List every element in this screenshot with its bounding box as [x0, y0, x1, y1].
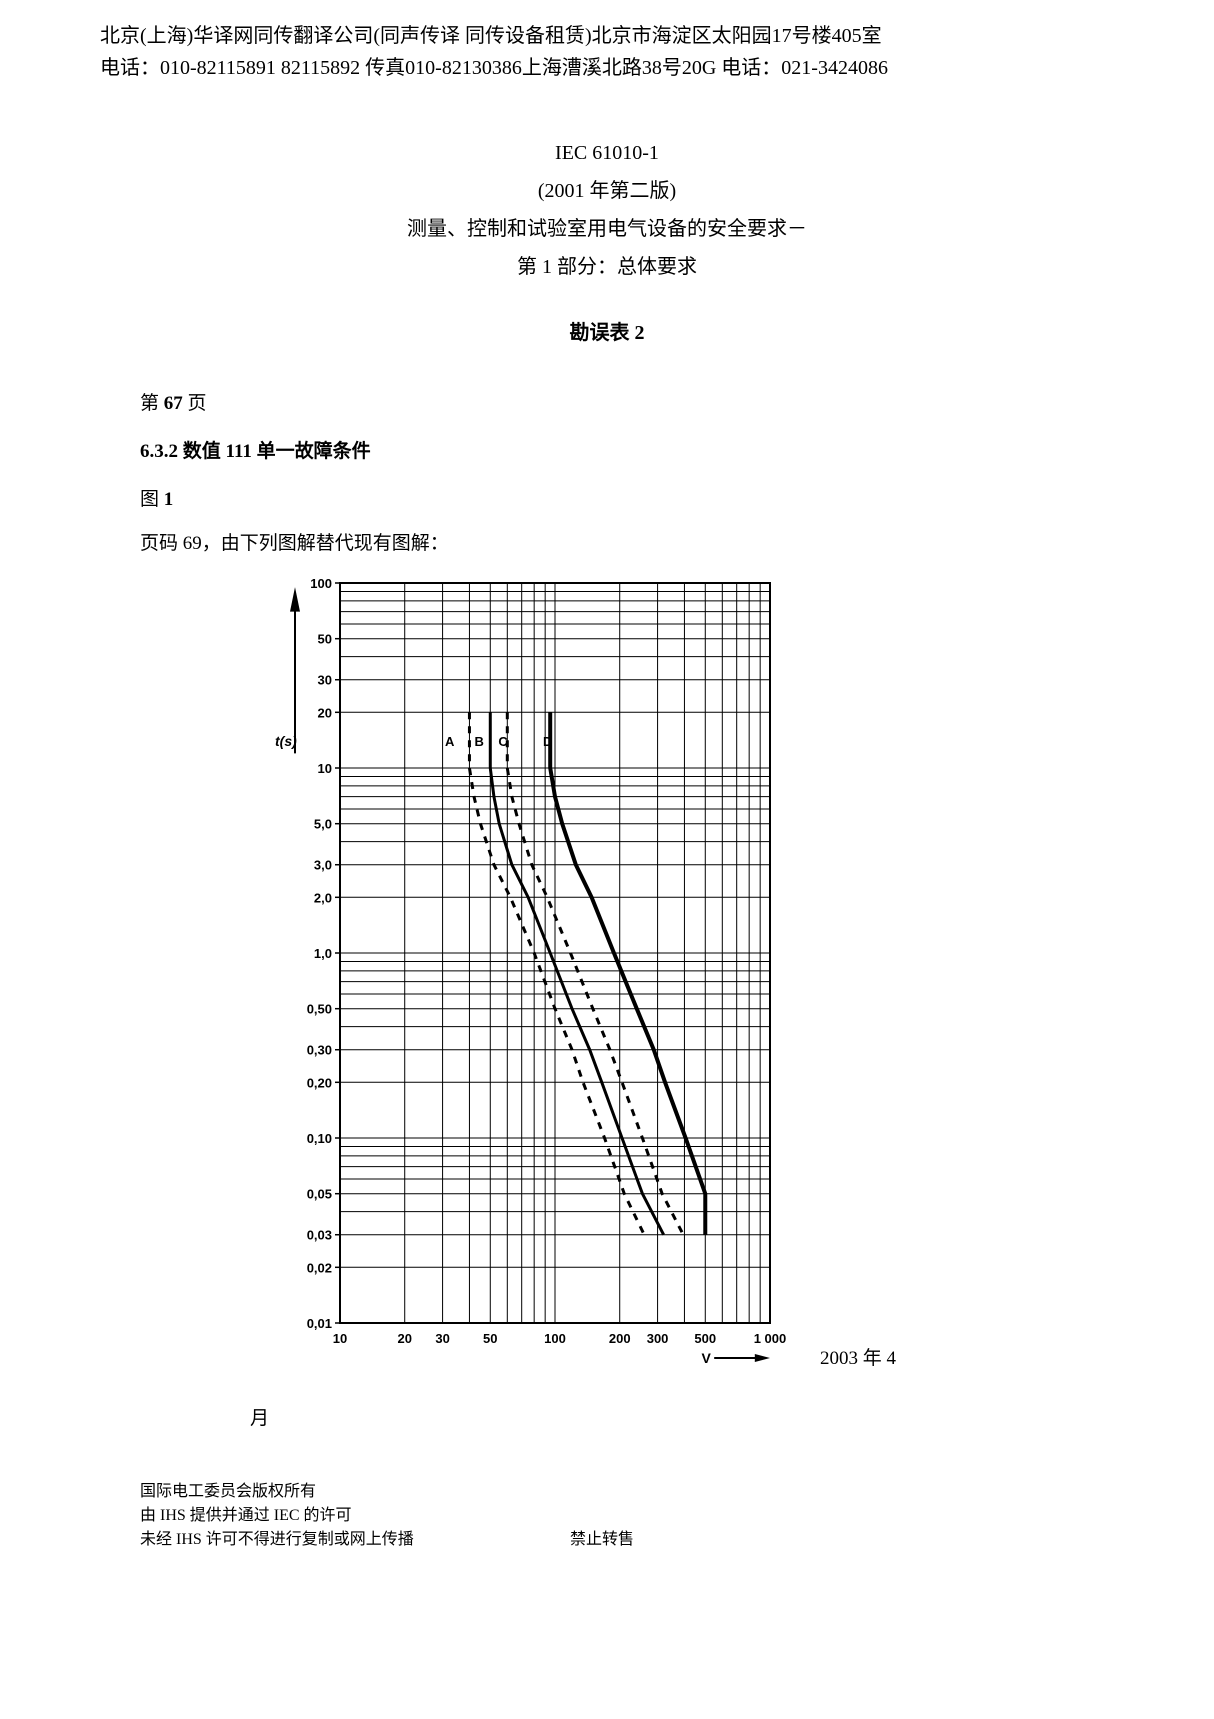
svg-text:0,03: 0,03 — [307, 1228, 332, 1243]
title-part-bold: 第 1 部分：总体要求 — [517, 256, 697, 278]
svg-text:2,0: 2,0 — [314, 890, 332, 905]
body-content: 第 67 页 6.3.2 数值 111 单一故障条件 图 1 页码 69，由下列… — [140, 385, 1114, 563]
svg-text:V: V — [701, 1350, 711, 1366]
svg-text:50: 50 — [483, 1331, 497, 1346]
page-ref: 第 67 页 — [140, 385, 1114, 423]
svg-text:300: 300 — [647, 1331, 669, 1346]
svg-text:30: 30 — [435, 1331, 449, 1346]
title-description-1: 测量、控制和试验室用电气设备的安全要求－ — [100, 210, 1114, 248]
header-line-1: 北京(上海)华译网同传翻译公司(同声传译 同传设备租赁)北京市海淀区太阳园17号… — [100, 20, 1114, 52]
svg-text:500: 500 — [694, 1331, 716, 1346]
svg-text:3,0: 3,0 — [314, 858, 332, 873]
chart-figure: 100 50 30 20 10 5,0 3,0 2,0 1,0 0,50 0,30 0,20 0,10 0… — [250, 573, 790, 1388]
figure-ref: 图 1 — [140, 481, 1114, 519]
svg-text:0,50: 0,50 — [307, 1002, 332, 1017]
title-edition: (2001 年第二版) — [100, 172, 1114, 210]
svg-text:D: D — [543, 734, 552, 749]
svg-text:100: 100 — [310, 576, 332, 591]
svg-text:10: 10 — [333, 1331, 347, 1346]
replacement-instruction: 页码 69，由下列图解替代现有图解： — [140, 525, 1114, 563]
svg-text:1,0: 1,0 — [314, 946, 332, 961]
letterhead: 北京(上海)华译网同传翻译公司(同声传译 同传设备租赁)北京市海淀区太阳园17号… — [100, 20, 1114, 84]
svg-text:0,20: 0,20 — [307, 1075, 332, 1090]
title-standard-number: IEC 61010-1 — [100, 134, 1114, 172]
footer-line-3-right: 禁止转售 — [570, 1528, 634, 1552]
document-page: 北京(上海)华译网同传翻译公司(同声传译 同传设备租赁)北京市海淀区太阳园17号… — [0, 0, 1214, 1592]
title-description-2: 第 1 部分：总体要求 — [100, 248, 1114, 286]
svg-text:100: 100 — [544, 1331, 566, 1346]
header-line-2: 电话：010-82115891 82115892 传真010-82130386上… — [100, 52, 1114, 84]
svg-text:10: 10 — [318, 761, 332, 776]
footer-line-2: 由 IHS 提供并通过 IEC 的许可 — [140, 1504, 1114, 1528]
svg-text:20: 20 — [397, 1331, 411, 1346]
copyright-footer: 国际电工委员会版权所有 由 IHS 提供并通过 IEC 的许可 未经 IHS 许… — [140, 1480, 1114, 1552]
svg-text:0,30: 0,30 — [307, 1043, 332, 1058]
svg-text:t(s): t(s) — [275, 733, 297, 749]
svg-text:30: 30 — [318, 673, 332, 688]
svg-text:A: A — [445, 734, 455, 749]
svg-text:5,0: 5,0 — [314, 817, 332, 832]
footer-line-3-left: 未经 IHS 许可不得进行复制或网上传播 — [140, 1528, 570, 1552]
svg-text:0,02: 0,02 — [307, 1260, 332, 1275]
svg-text:B: B — [474, 734, 483, 749]
publication-date-month: 月 — [250, 1403, 1114, 1430]
section-ref: 6.3.2 数值 111 单一故障条件 — [140, 433, 1114, 471]
svg-text:0,05: 0,05 — [307, 1187, 332, 1202]
svg-text:200: 200 — [609, 1331, 631, 1346]
svg-text:1 000: 1 000 — [754, 1331, 787, 1346]
document-title: IEC 61010-1 (2001 年第二版) 测量、控制和试验室用电气设备的安… — [100, 134, 1114, 286]
publication-date-year: 2003 年 4 — [820, 1343, 896, 1370]
chart-svg: 100 50 30 20 10 5,0 3,0 2,0 1,0 0,50 0,30 0,20 0,10 0… — [250, 573, 790, 1383]
svg-text:0,01: 0,01 — [307, 1316, 332, 1331]
svg-text:50: 50 — [318, 632, 332, 647]
svg-text:C: C — [498, 734, 508, 749]
footer-line-1: 国际电工委员会版权所有 — [140, 1480, 1114, 1504]
errata-heading: 勘误表 2 — [100, 316, 1114, 345]
svg-text:20: 20 — [318, 705, 332, 720]
svg-text:0,10: 0,10 — [307, 1131, 332, 1146]
